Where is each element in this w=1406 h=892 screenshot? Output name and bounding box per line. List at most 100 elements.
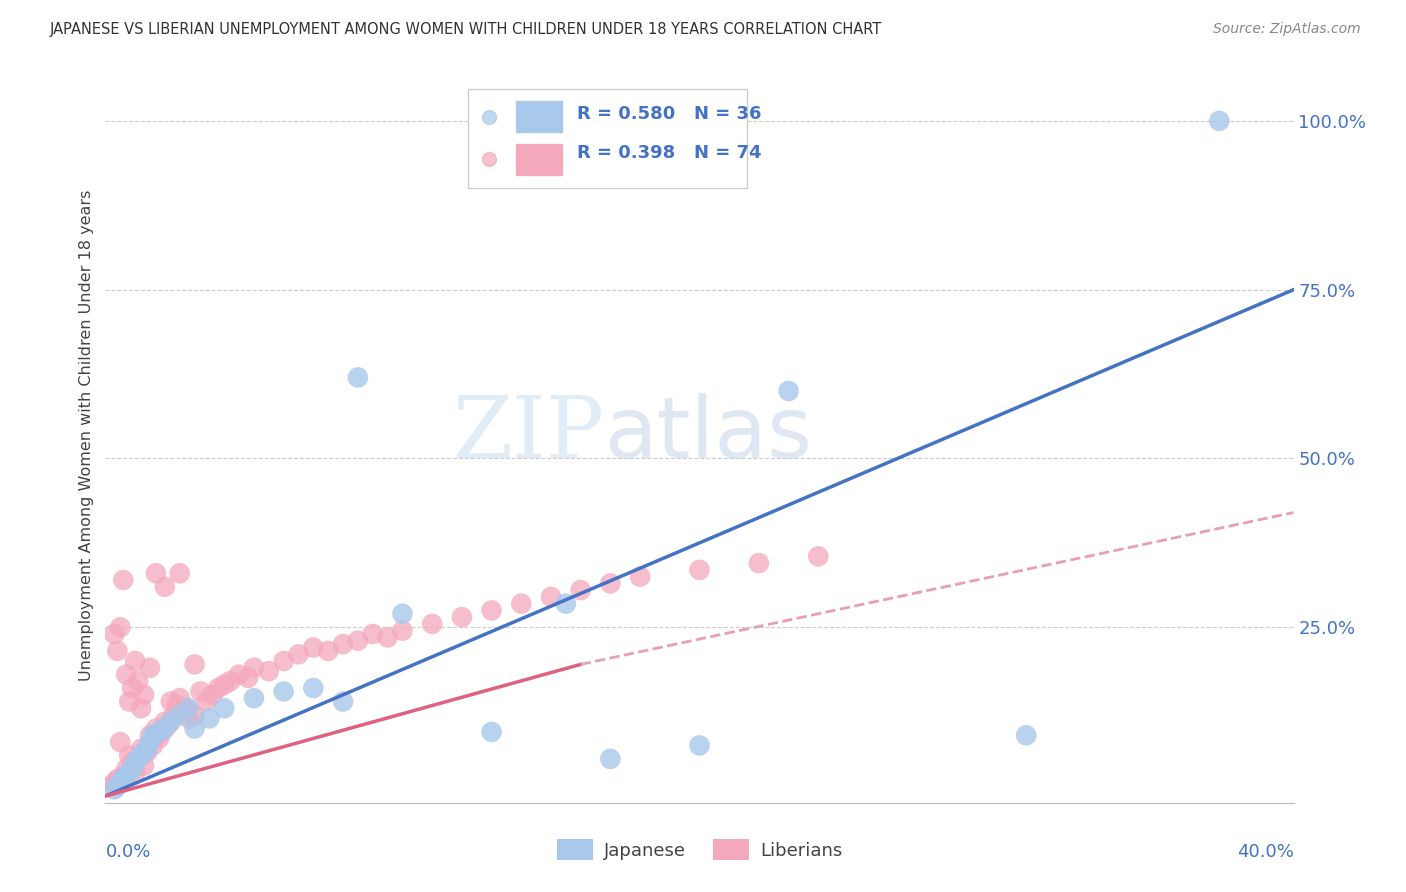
Point <box>132 745 155 759</box>
Point <box>112 573 135 587</box>
Legend: Japanese, Liberians: Japanese, Liberians <box>550 832 849 867</box>
Point <box>139 728 162 742</box>
Point <box>121 762 143 776</box>
Point <box>156 718 179 732</box>
Point <box>214 678 236 692</box>
Point <box>183 708 205 723</box>
Point <box>129 748 152 763</box>
Point <box>554 597 576 611</box>
Point <box>481 725 503 739</box>
Point <box>201 688 224 702</box>
Point <box>129 701 152 715</box>
Point <box>110 620 132 634</box>
Point <box>332 637 354 651</box>
Text: R = 0.580   N = 36: R = 0.580 N = 36 <box>576 105 762 123</box>
FancyBboxPatch shape <box>516 143 562 176</box>
Point <box>172 705 194 719</box>
Point <box>287 647 309 661</box>
Point <box>198 711 221 725</box>
Point <box>169 708 191 723</box>
Point <box>118 694 141 708</box>
Point <box>214 701 236 715</box>
Point <box>177 711 200 725</box>
Point <box>145 722 167 736</box>
Point <box>110 735 132 749</box>
Point <box>450 610 472 624</box>
Point <box>257 664 280 678</box>
Point <box>139 661 162 675</box>
Point <box>177 701 200 715</box>
Point <box>105 644 128 658</box>
Point <box>159 694 181 708</box>
Point <box>132 688 155 702</box>
Point <box>207 681 229 695</box>
Point <box>166 698 188 712</box>
Point <box>302 640 325 655</box>
Point <box>139 735 162 749</box>
Point <box>142 728 165 742</box>
Point <box>115 667 138 681</box>
Point <box>347 633 370 648</box>
Point <box>127 674 149 689</box>
Point <box>332 694 354 708</box>
Point <box>121 681 143 695</box>
Point <box>569 583 592 598</box>
Point <box>689 563 711 577</box>
Text: ZIP: ZIP <box>453 393 605 476</box>
Point <box>136 741 159 756</box>
FancyBboxPatch shape <box>516 100 562 133</box>
Point <box>599 752 621 766</box>
Point <box>778 384 800 398</box>
Point <box>115 769 138 783</box>
Point <box>195 694 218 708</box>
Point <box>132 758 155 772</box>
Point <box>103 627 125 641</box>
Point <box>129 741 152 756</box>
Point <box>124 654 146 668</box>
Point <box>153 580 176 594</box>
Point <box>1015 728 1038 742</box>
Point <box>112 772 135 787</box>
Point <box>150 725 173 739</box>
Point <box>183 657 205 672</box>
Point <box>243 661 266 675</box>
Point <box>599 576 621 591</box>
Point <box>302 681 325 695</box>
Point <box>105 772 128 787</box>
Point <box>481 603 503 617</box>
Point <box>118 765 141 780</box>
Point <box>145 566 167 581</box>
Point <box>347 370 370 384</box>
Text: 0.0%: 0.0% <box>105 843 150 862</box>
Point <box>174 701 197 715</box>
Point <box>127 752 149 766</box>
Point <box>391 607 413 621</box>
Point <box>121 756 143 770</box>
Point <box>153 722 176 736</box>
Point <box>142 739 165 753</box>
Point <box>169 566 191 581</box>
Point <box>1208 114 1230 128</box>
Point <box>118 748 141 763</box>
Point <box>361 627 384 641</box>
Text: atlas: atlas <box>605 393 813 476</box>
Text: 40.0%: 40.0% <box>1237 843 1294 862</box>
Point <box>228 667 250 681</box>
Point <box>112 769 135 783</box>
Text: R = 0.398   N = 74: R = 0.398 N = 74 <box>576 145 762 162</box>
FancyBboxPatch shape <box>468 89 747 188</box>
Point <box>159 714 181 729</box>
Point <box>153 714 176 729</box>
Point <box>190 684 212 698</box>
Point <box>219 674 242 689</box>
Point <box>510 597 533 611</box>
Point <box>136 745 159 759</box>
Point <box>273 654 295 668</box>
Text: Source: ZipAtlas.com: Source: ZipAtlas.com <box>1213 22 1361 37</box>
Point <box>148 725 170 739</box>
Point <box>183 722 205 736</box>
Point <box>115 762 138 776</box>
Point <box>148 731 170 746</box>
Point <box>169 691 191 706</box>
Point <box>391 624 413 638</box>
